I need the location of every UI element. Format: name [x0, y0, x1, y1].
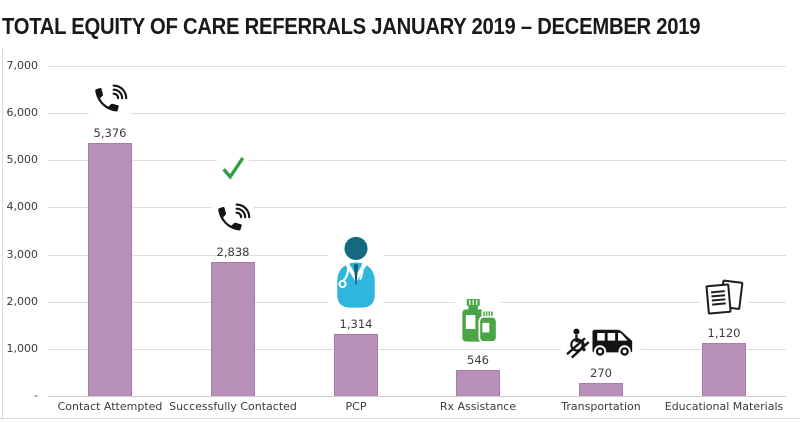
value-label-educational-materials: 1,120 [707, 326, 741, 340]
value-label-contact-attempted: 5,376 [93, 126, 127, 140]
icon-stack-educational-materials [664, 277, 784, 321]
documents-icon [700, 277, 748, 321]
x-axis-line [48, 396, 786, 397]
x-axis-category-label: Educational Materials [664, 400, 784, 413]
chart-left-border [2, 48, 3, 418]
gridline [48, 160, 786, 161]
phone-call-icon [89, 79, 131, 121]
x-axis-category-label: Transportation [561, 400, 641, 413]
y-axis-tick-label: - [34, 389, 38, 402]
checkmark-icon [217, 153, 249, 184]
gridline [48, 302, 786, 303]
value-label-rx-assistance: 546 [467, 353, 489, 367]
icon-stack-transportation [541, 323, 661, 361]
phone-call-icon [212, 198, 254, 240]
gridline [48, 255, 786, 256]
bar-educational-materials [702, 343, 746, 396]
value-label-pcp: 1,314 [339, 317, 373, 331]
bar-pcp [334, 334, 378, 396]
doctor-icon [328, 232, 384, 312]
gridline [48, 207, 786, 208]
icon-stack-contact-attempted [50, 79, 170, 121]
x-axis-category-label: PCP [345, 400, 367, 413]
gridline [48, 113, 786, 114]
value-label-transportation: 270 [590, 366, 612, 380]
medicine-bottles-icon [455, 296, 501, 348]
y-axis-tick-label: 4,000 [6, 200, 39, 213]
y-axis-tick-label: 3,000 [6, 248, 39, 261]
bar-transportation [579, 383, 623, 396]
gridline [48, 66, 786, 67]
value-label-successfully-contacted: 2,838 [216, 245, 250, 259]
x-axis-category-label: Rx Assistance [439, 400, 517, 413]
y-axis-tick-label: 5,000 [6, 153, 39, 166]
chart-title: TOTAL EQUITY OF CARE REFERRALS JANUARY 2… [2, 13, 701, 39]
wheelchair-van-icon [561, 323, 641, 361]
y-axis-tick-label: 2,000 [6, 295, 39, 308]
gridline [48, 349, 786, 350]
icon-stack-rx-assistance [418, 296, 538, 348]
y-axis-tick-label: 1,000 [6, 342, 39, 355]
y-axis-tick-label: 6,000 [6, 106, 39, 119]
bar-successfully-contacted [211, 262, 255, 396]
y-axis-tick-label: 7,000 [6, 59, 39, 72]
x-axis-category-label: Contact Attempted [57, 400, 163, 413]
chart-bottom-border [0, 418, 800, 419]
bar-rx-assistance [456, 370, 500, 396]
bar-contact-attempted [88, 143, 132, 396]
icon-stack-successfully-contacted [173, 153, 293, 240]
icon-stack-pcp [296, 232, 416, 312]
x-axis-category-label: Successfully Contacted [169, 400, 297, 413]
